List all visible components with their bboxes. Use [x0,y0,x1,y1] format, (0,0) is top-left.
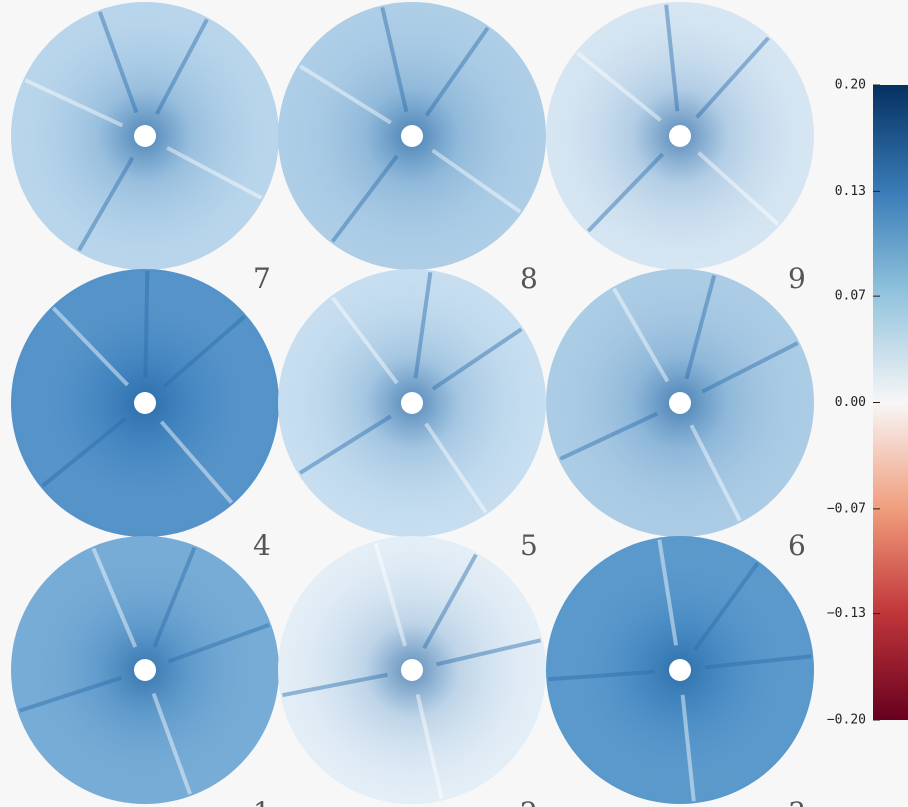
streak [159,420,234,504]
streak [424,26,490,117]
colorbar-tick-label: 0.07 [835,289,866,304]
streak [689,424,742,522]
panel-label: 2 [520,796,538,807]
streak [431,327,523,391]
center-hole [134,659,156,681]
streak [282,672,388,698]
streak [435,638,542,667]
center-hole [134,392,156,414]
streak [151,692,193,795]
streak [413,272,433,379]
panel-label: 3 [788,796,806,807]
streak [298,64,392,125]
colorbar-tick-label: 0.13 [835,184,866,199]
center-hole [401,125,423,147]
panel-label: 8 [520,262,538,295]
panel-label: 9 [788,262,806,295]
colorbar-tick-label: −0.13 [827,606,866,621]
center-hole [669,659,691,681]
streak [684,274,717,380]
panel-label: 1 [253,796,271,807]
streak [695,36,770,119]
panel-label: 4 [253,529,271,562]
streak [154,18,209,115]
streak [18,675,122,713]
center-hole [401,392,423,414]
streak [166,145,263,200]
streak [24,78,124,128]
streak [41,417,127,488]
streak [51,306,130,387]
streak [415,693,444,800]
panel-label: 7 [253,262,271,295]
streak [298,414,392,475]
streak [612,287,670,383]
streak [373,542,408,647]
streak [431,148,522,214]
panel-label: 5 [520,529,538,562]
streak [167,622,270,664]
streak [422,553,478,650]
streak [664,4,680,112]
center-hole [669,392,691,414]
colorbar-tick-label: 0.00 [835,395,866,410]
streak [380,6,409,113]
colorbar-tick-label: −0.20 [827,713,866,728]
center-hole [134,125,156,147]
colorbar-tick-label: 0.20 [835,78,866,93]
streak [424,422,488,514]
streak [91,547,138,648]
streak [548,669,656,682]
streak [330,154,399,243]
streak [697,151,780,226]
center-hole [401,659,423,681]
streak [680,694,696,802]
streak [162,314,246,389]
streak [693,562,760,651]
streak [586,152,665,233]
panel-label: 6 [788,529,806,562]
streak [704,654,812,670]
streak [701,341,799,394]
colorbar-tick-label: −0.07 [827,501,866,516]
center-hole [669,125,691,147]
streak [143,270,150,379]
streak [77,156,135,252]
streak [657,539,679,646]
streak [152,546,197,648]
streak [97,11,139,114]
streak [559,411,659,461]
streak [576,51,662,122]
streak [330,296,399,385]
